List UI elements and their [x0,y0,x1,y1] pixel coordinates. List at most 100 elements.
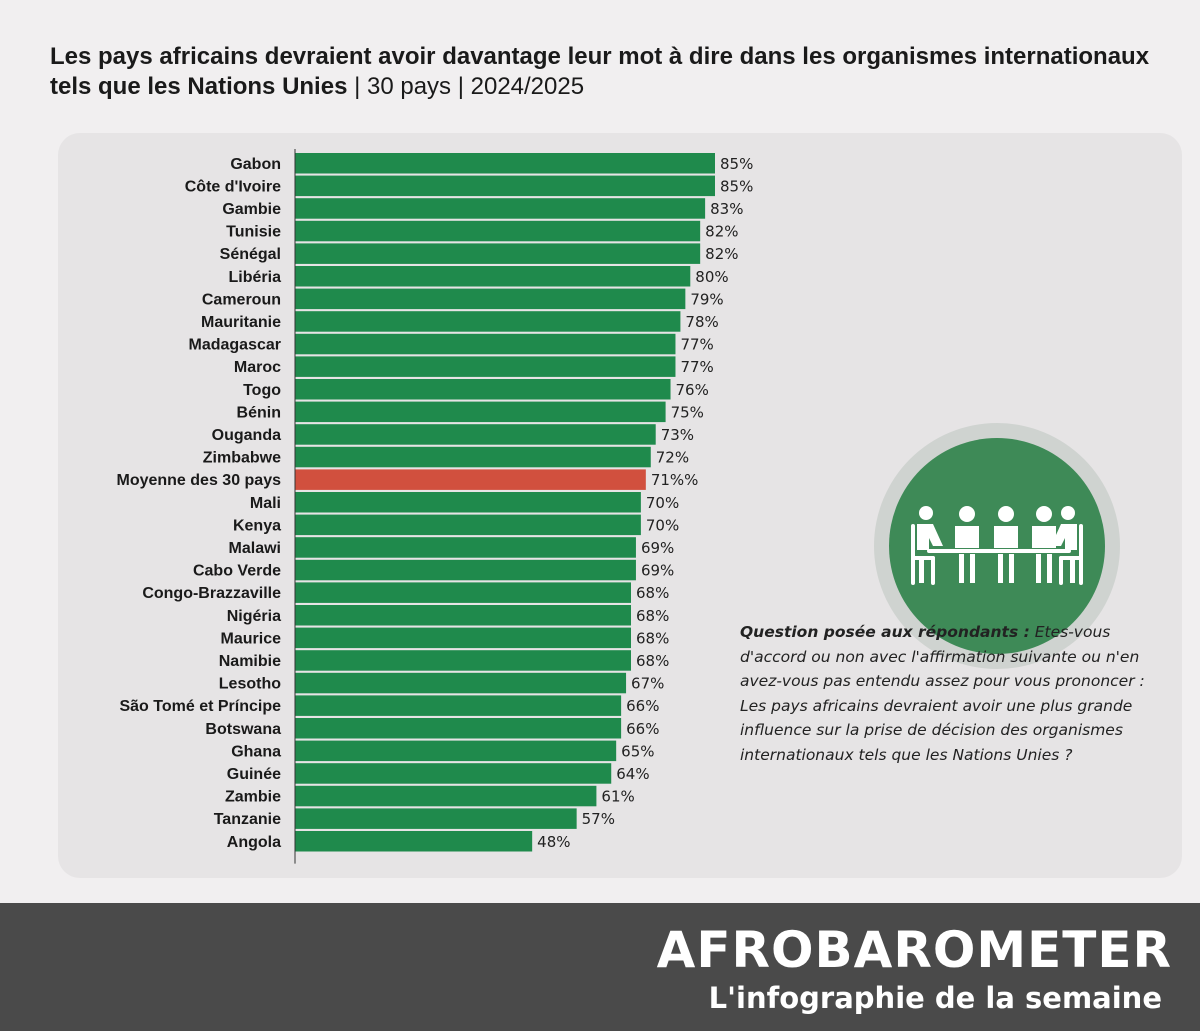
chart-title: Les pays africains devraient avoir davan… [50,42,1180,102]
bar-kenya [295,514,641,536]
category-label-cameroun: Cameroun [202,291,281,308]
bar-zambie [295,785,597,807]
brand-logo-text: AFROBAROMETER [656,921,1172,979]
category-label-nigeria: Nigéria [227,608,281,625]
category-label-benin: Bénin [237,404,281,421]
category-label-zambie: Zambie [225,789,281,806]
category-label-tanzanie: Tanzanie [214,811,281,828]
value-label-ghana: 65% [621,742,654,760]
value-label-moyenne-des-30-pays: 71%% [651,471,699,489]
question-label: Question posée aux répondants : [740,623,1030,641]
value-label-mali: 70% [646,494,679,512]
question-text: Etes-vous d'accord ou non avec l'affirma… [740,623,1145,764]
meeting-table-icon [911,506,1083,585]
value-label-maurice: 68% [636,629,669,647]
category-label-togo: Togo [243,382,281,399]
value-label-sao-tome-et-principe: 66% [626,697,659,715]
bar-mauritanie [295,311,681,332]
value-label-malawi: 69% [641,539,674,557]
value-label-senegal: 82% [705,245,738,263]
bar-nigeria [295,605,631,626]
value-label-ouganda: 73% [661,426,694,444]
category-label-mauritanie: Mauritanie [201,314,281,331]
bar-sao-tome-et-principe [295,695,622,716]
value-label-liberia: 80% [695,268,728,286]
bar-cote-d-ivoire [295,175,715,197]
bar-maroc [295,356,676,377]
category-label-madagascar: Madagascar [189,337,282,354]
category-label-guinee: Guinée [227,766,281,783]
value-label-cameroun: 79% [690,290,723,308]
footer-banner: AFROBAROMETER L'infographie de la semain… [0,903,1200,1031]
bar-zimbabwe [295,446,651,468]
value-label-nigeria: 68% [636,607,669,625]
category-label-lesotho: Lesotho [219,676,281,693]
bar-guinee [295,763,612,784]
bar-senegal [295,243,701,264]
category-label-cabo-verde: Cabo Verde [193,563,281,580]
value-label-benin: 75% [671,403,704,421]
bar-ghana [295,740,617,762]
question-box: Question posée aux répondants : Etes-vou… [740,620,1160,767]
category-label-cote-d-ivoire: Côte d'Ivoire [185,178,281,195]
bar-moyenne-des-30-pays [295,469,646,490]
bar-tunisie [295,220,701,242]
category-label-maurice: Maurice [221,630,282,647]
bar-angola [295,831,533,852]
category-label-senegal: Sénégal [220,246,281,263]
category-label-maroc: Maroc [234,359,281,376]
bar-cameroun [295,288,686,310]
value-label-gambie: 83% [710,200,743,218]
illustration-inner-circle [889,438,1105,654]
bar-gabon [295,153,715,174]
bar-botswana [295,718,622,739]
value-label-zambie: 61% [601,788,634,806]
bar-mali [295,492,641,513]
value-label-madagascar: 77% [680,336,713,354]
category-label-botswana: Botswana [205,721,281,738]
category-label-ouganda: Ouganda [212,427,281,444]
category-label-sao-tome-et-principe: São Tomé et Príncipe [119,698,281,715]
bar-tanzanie [295,808,577,829]
bar-benin [295,401,666,423]
category-label-gabon: Gabon [230,156,281,173]
chart-panel: Gabon 85% Côte d'Ivoire 85% Gambie 83% Tunisie… [58,133,1182,878]
category-label-ghana: Ghana [231,743,281,760]
bar-congo-brazzaville [295,582,631,603]
value-label-tunisie: 82% [705,223,738,241]
value-label-botswana: 66% [626,720,659,738]
value-label-namibie: 68% [636,652,669,670]
bar-maurice [295,627,631,649]
value-label-zimbabwe: 72% [656,449,689,467]
category-label-zimbabwe: Zimbabwe [203,450,281,467]
category-label-kenya: Kenya [233,517,281,534]
bar-cabo-verde [295,559,636,581]
illustration-circle [874,423,1120,669]
value-label-angola: 48% [537,833,570,851]
category-label-malawi: Malawi [229,540,281,557]
category-label-liberia: Libéria [229,269,282,286]
value-label-tanzanie: 57% [582,810,615,828]
value-label-gabon: 85% [720,155,753,173]
bar-malawi [295,537,636,558]
title-subtitle: | 30 pays | 2024/2025 [347,73,585,100]
bar-togo [295,379,671,400]
bar-liberia [295,266,691,287]
category-label-tunisie: Tunisie [226,224,281,241]
category-label-gambie: Gambie [222,201,281,218]
value-label-cote-d-ivoire: 85% [720,177,753,195]
bar-namibie [295,650,631,671]
value-label-lesotho: 67% [631,675,664,693]
title-main: Les pays africains devraient avoir davan… [50,43,1150,100]
category-label-congo-brazzaville: Congo-Brazzaville [142,585,281,602]
category-label-namibie: Namibie [219,653,281,670]
value-label-cabo-verde: 69% [641,562,674,580]
category-label-mali: Mali [250,495,281,512]
value-label-togo: 76% [676,381,709,399]
category-label-moyenne-des-30-pays: Moyenne des 30 pays [116,472,281,489]
category-label-angola: Angola [227,834,281,851]
value-label-mauritanie: 78% [685,313,718,331]
bar-madagascar [295,333,676,355]
value-label-kenya: 70% [646,516,679,534]
bar-gambie [295,198,706,219]
